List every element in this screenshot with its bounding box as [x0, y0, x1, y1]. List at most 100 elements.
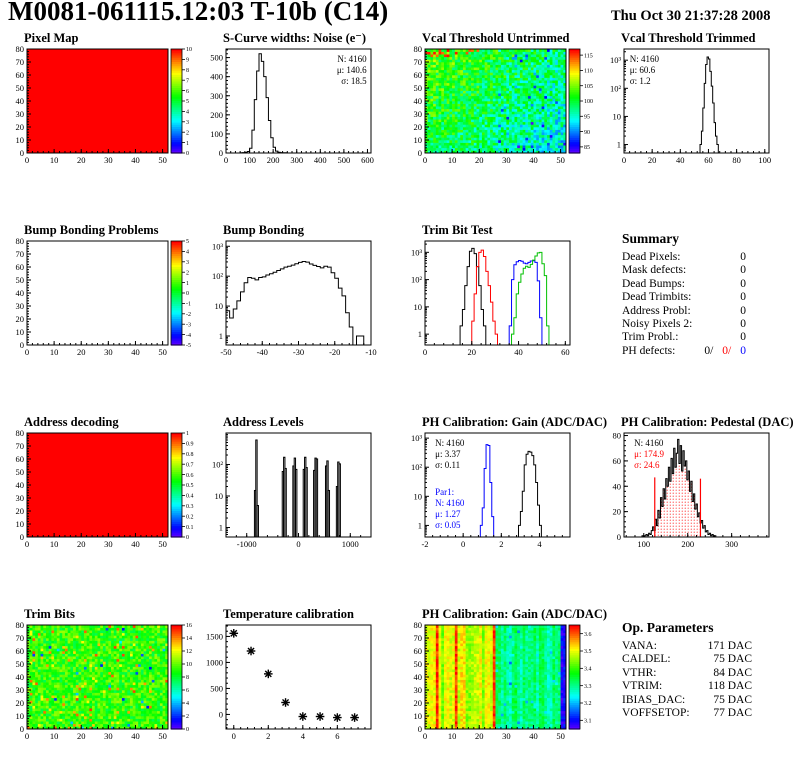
op-parameters-title: Op. Parameters: [622, 620, 714, 635]
svg-text:0: 0: [20, 340, 24, 350]
panel-title: Address decoding: [24, 415, 119, 429]
svg-text:40: 40: [676, 155, 685, 165]
svg-text:1000: 1000: [342, 539, 359, 549]
kv-row: Mask defects: 0: [622, 264, 746, 277]
panel-temperature-calibration: Temperature calibration 0 2 4 6 0 500 1000 1500: [199, 606, 398, 772]
svg-text:20: 20: [16, 314, 25, 324]
stats-line: μ: 60.6: [630, 65, 656, 75]
stats-line: N: 4160: [630, 54, 660, 64]
timestamp: Thu Oct 30 21:37:28 2008: [611, 8, 771, 24]
svg-text:100: 100: [243, 155, 256, 165]
summary-title: Summary: [622, 231, 679, 246]
svg-text:10²: 10²: [411, 275, 423, 285]
svg-text:20: 20: [648, 155, 657, 165]
svg-text:90: 90: [584, 130, 590, 136]
summary-label: Dead Bumps:: [622, 277, 685, 290]
svg-text:-1: -1: [186, 302, 191, 308]
svg-text:0: 0: [224, 155, 228, 165]
svg-text:200: 200: [681, 539, 694, 549]
svg-text:0: 0: [418, 148, 422, 158]
svg-text:10²: 10²: [411, 462, 423, 472]
summary-value: 0: [740, 331, 746, 344]
svg-text:-1000: -1000: [237, 539, 257, 549]
svg-text:10³: 10³: [411, 433, 423, 443]
summary-rows: Dead Pixels: 0 Mask defects: 0 Dead Bumps: 0 D…: [622, 251, 796, 358]
summary-label: Dead Trimbits:: [622, 291, 692, 304]
panel-vcal-untrimmed: Vcal Threshold Untrimmed 0 10 20 30 40 50 0 10 2…: [398, 30, 597, 222]
panel-title: PH Calibration: Gain (ADC/DAC): [422, 607, 608, 621]
svg-text:10: 10: [215, 301, 224, 311]
svg-text:0: 0: [186, 151, 189, 157]
svg-text:-4: -4: [186, 333, 191, 339]
svg-text:60: 60: [613, 456, 622, 466]
panel-ph-gain-hist: PH Calibration: Gain (ADC/DAC) -2 0 2 4 1 10 1…: [398, 414, 607, 606]
svg-text:30: 30: [414, 109, 423, 119]
svg-text:300: 300: [290, 155, 303, 165]
kv-row: VANA: 171 DAC: [622, 640, 752, 653]
svg-text:10: 10: [414, 302, 423, 312]
op-parameter-value: 171 DAC: [707, 640, 752, 652]
svg-text:60: 60: [561, 347, 570, 357]
svg-text:10³: 10³: [610, 55, 622, 65]
svg-text:85: 85: [584, 145, 590, 151]
svg-text:2: 2: [186, 270, 189, 276]
svg-text:5: 5: [186, 99, 189, 105]
svg-text:0.6: 0.6: [186, 473, 194, 479]
svg-text:80: 80: [16, 237, 25, 246]
svg-text:40: 40: [131, 539, 140, 549]
svg-text:10: 10: [215, 491, 224, 501]
svg-text:30: 30: [502, 155, 511, 165]
svg-text:10: 10: [50, 155, 59, 165]
stats-line: N: 4160: [435, 498, 465, 508]
svg-text:40: 40: [131, 155, 140, 165]
op-parameter-value: 84 DAC: [713, 666, 752, 679]
svg-text:500: 500: [210, 53, 223, 63]
svg-text:40: 40: [414, 96, 423, 106]
panel-title: PH Calibration: Pedestal (DAC): [621, 415, 794, 429]
panel-address-levels: Address Levels -1000 0 1000 1 10 10²: [199, 414, 398, 606]
svg-text:40: 40: [16, 480, 25, 490]
svg-text:0: 0: [25, 347, 29, 357]
panel-title: Vcal Threshold Untrimmed: [422, 31, 570, 45]
svg-text:30: 30: [16, 109, 25, 119]
vcal-untrimmed-plot: 0 10 20 30 40 5001020304050607080859095100105…: [414, 45, 594, 165]
svg-text:10²: 10²: [212, 271, 224, 281]
svg-text:60: 60: [414, 70, 423, 80]
kv-row: VOFFSETOP: 77 DAC: [622, 707, 752, 720]
op-parameter-label: VOFFSETOP:: [622, 707, 690, 720]
bump-bonding-problems-plot: 0 10 20 30 40 5001020304050607080-5-4-3-2-101…: [16, 237, 192, 357]
stats-line: μ: 140.6: [337, 65, 367, 75]
svg-text:0: 0: [25, 155, 29, 165]
op-parameter-value: 75 DAC: [713, 653, 752, 666]
panel-title: Bump Bonding: [223, 223, 304, 237]
svg-text:0: 0: [186, 535, 189, 541]
panel-title: Address Levels: [223, 415, 304, 429]
svg-text:60: 60: [16, 262, 25, 272]
svg-text:7: 7: [186, 78, 189, 84]
svg-text:10: 10: [186, 47, 192, 53]
svg-text:400: 400: [314, 155, 327, 165]
svg-text:30: 30: [16, 301, 25, 311]
summary-value: 0: [740, 277, 746, 290]
svg-text:60: 60: [16, 70, 25, 80]
svg-text:9: 9: [186, 58, 189, 64]
svg-text:0.3: 0.3: [186, 504, 194, 510]
svg-text:80: 80: [613, 431, 622, 441]
stats-line: N: 4160: [634, 438, 664, 448]
ph-gain-map-plot: 0 10 20 30 40 50010203040506070803.13.23.33.4…: [414, 621, 592, 741]
svg-text:115: 115: [584, 53, 593, 59]
stats-line: σ: 0.05: [435, 520, 461, 530]
svg-text:50: 50: [158, 539, 167, 549]
svg-text:20: 20: [16, 122, 25, 132]
panel-summary: Summary Dead Pixels: 0 Mask defects: 0 Dead …: [597, 222, 796, 414]
svg-text:10: 10: [16, 519, 25, 529]
svg-text:50: 50: [158, 155, 167, 165]
svg-text:100: 100: [758, 155, 771, 165]
svg-text:110: 110: [584, 69, 593, 75]
summary-value: 0: [740, 291, 746, 304]
bump-bonding-plot: -50 -40 -30 -20 -10 1 10 10² 10³: [212, 240, 377, 357]
stats-line: Par1:: [435, 487, 454, 497]
kv-row-ph-defects: PH defects: 0/0/0: [622, 345, 746, 358]
svg-text:-50: -50: [220, 347, 231, 357]
